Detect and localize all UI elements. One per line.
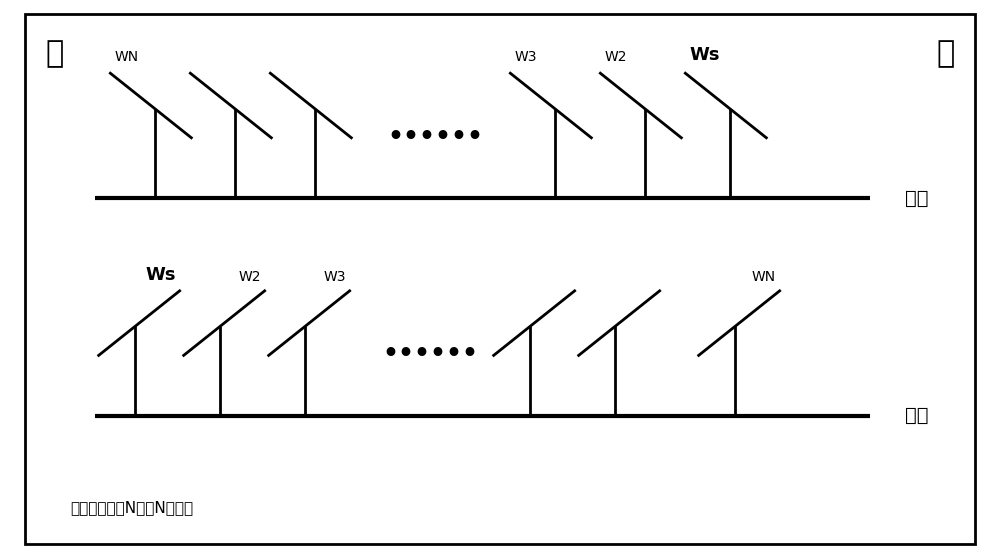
Text: W2: W2 [238, 271, 261, 285]
Text: WN: WN [752, 271, 776, 285]
Text: W3: W3 [514, 50, 537, 64]
Text: 西: 西 [45, 39, 63, 68]
Text: ••••••: •••••• [382, 342, 478, 367]
Text: 上午: 上午 [905, 189, 928, 208]
Text: Ws: Ws [145, 266, 176, 285]
Text: W2: W2 [604, 50, 627, 64]
Text: WN: WN [114, 50, 138, 64]
Text: 下午: 下午 [905, 406, 928, 425]
Text: 东: 东 [937, 39, 955, 68]
Text: W3: W3 [323, 271, 346, 285]
Text: Ws: Ws [689, 46, 720, 64]
Text: ••••••: •••••• [387, 124, 483, 149]
Text: 注：该方针有N排（N组串）: 注：该方针有N排（N组串） [70, 501, 193, 515]
